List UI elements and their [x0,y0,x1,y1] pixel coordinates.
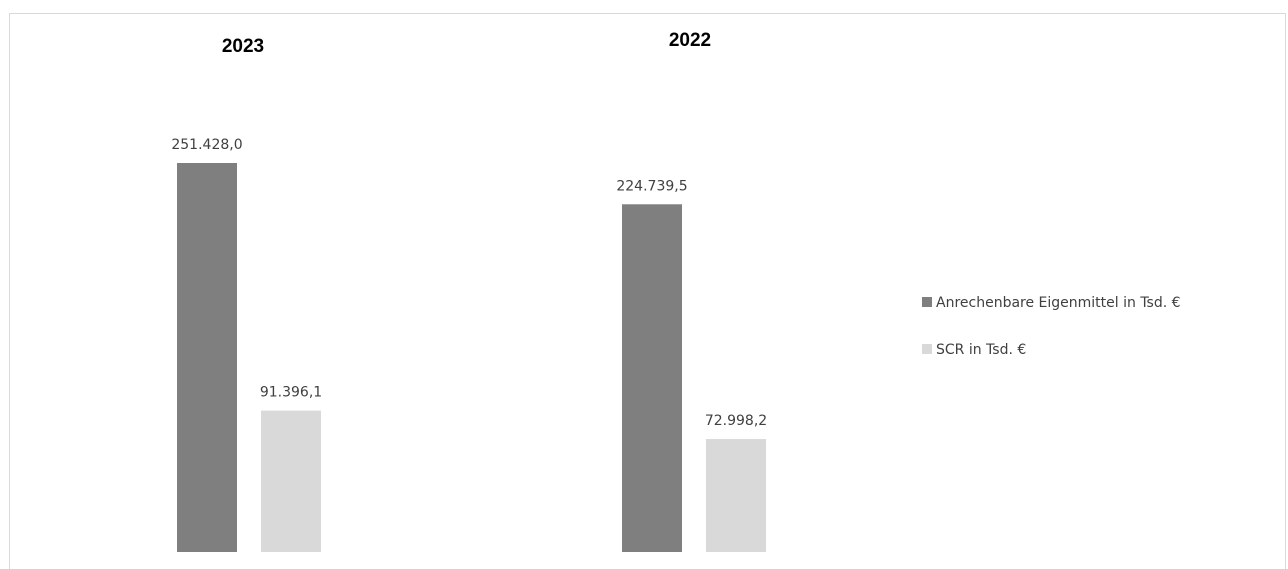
group-title-2022: 2022 [669,30,711,51]
bar-2022-series-1 [706,439,766,552]
legend-swatch-1 [922,344,932,354]
data-label-2023-series-0: 251.428,0 [171,137,242,153]
bar-2023-series-0 [177,163,237,552]
bars-layer [177,163,766,552]
chart-frame [9,13,1286,569]
legend-swatch-0 [922,297,932,307]
legend-label-1: SCR in Tsd. € [936,342,1026,358]
bar-2022-series-0 [622,204,682,552]
data-label-2023-series-1: 91.396,1 [260,385,322,401]
legend-label-0: Anrechenbare Eigenmittel in Tsd. € [936,295,1181,311]
labels-layer: 2023 251.428,0 91.396,1 2022 224.739,5 72.998… [171,30,767,429]
data-label-2022-series-1: 72.998,2 [705,413,767,429]
bar-2023-series-1 [261,410,321,552]
legend: Anrechenbare Eigenmittel in Tsd. € SCR in… [922,295,1181,358]
data-label-2022-series-0: 224.739,5 [616,178,687,194]
group-title-2023: 2023 [222,36,264,57]
